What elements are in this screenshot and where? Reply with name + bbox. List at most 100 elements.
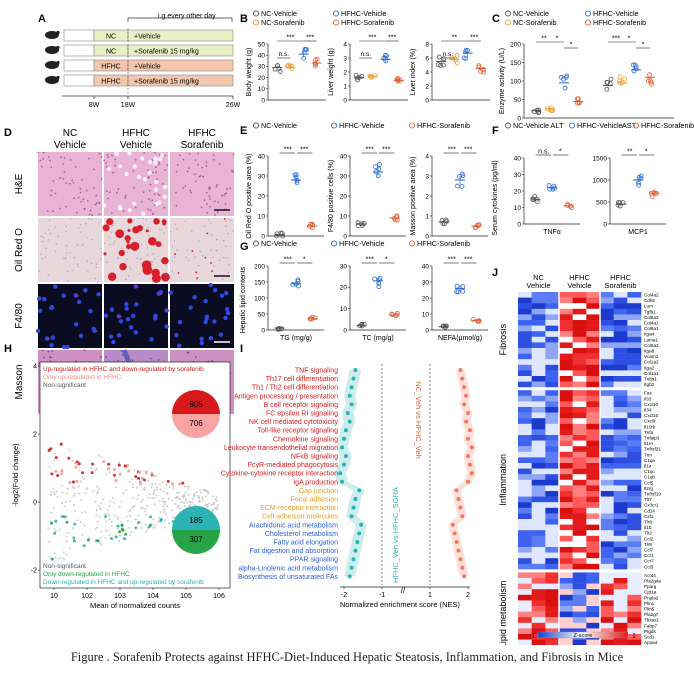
nucleus bbox=[100, 247, 102, 250]
data-point bbox=[435, 62, 441, 68]
heatmap-cell bbox=[518, 451, 532, 458]
nes-point-left bbox=[340, 479, 345, 484]
data-point bbox=[440, 323, 446, 329]
lipid-droplet bbox=[206, 232, 209, 235]
nucleus bbox=[69, 158, 72, 161]
gene-label: Tlr2 bbox=[644, 531, 652, 536]
heatmap-cell bbox=[572, 331, 587, 337]
nes-point-left bbox=[353, 497, 358, 501]
nucleus bbox=[108, 243, 111, 246]
y-tick-label: 2 bbox=[33, 431, 37, 438]
mouse-icon bbox=[45, 76, 59, 84]
x-axis-label: MCP1 bbox=[628, 229, 648, 236]
nucleus bbox=[63, 257, 65, 259]
heatmap-cell bbox=[559, 359, 573, 365]
gene-point bbox=[206, 503, 209, 506]
data-point bbox=[638, 173, 644, 179]
heatmap-cell bbox=[586, 558, 601, 564]
lipid-vacuole bbox=[153, 187, 159, 193]
heatmap-cell bbox=[572, 524, 587, 531]
pathway-label: Th1 / Th2 cell differentiation bbox=[252, 385, 338, 392]
nucleus bbox=[79, 191, 82, 194]
nucleus bbox=[232, 153, 235, 156]
pathway-label: alpha-Linolenic acid metabolism bbox=[238, 565, 338, 572]
panel-label-h: H bbox=[4, 343, 12, 355]
heatmap-cell bbox=[559, 513, 573, 520]
heatmap-cell bbox=[586, 589, 601, 595]
gene-label: Col6a1 bbox=[644, 326, 659, 331]
heatmap-cell bbox=[559, 572, 573, 579]
nucleus bbox=[152, 171, 155, 174]
nes-point-left bbox=[349, 514, 354, 519]
nucleus bbox=[79, 231, 82, 233]
y-axis-label: Liver weight (g) bbox=[328, 48, 335, 96]
down-venn-top bbox=[172, 506, 220, 530]
gene-label: Itga8 bbox=[644, 349, 655, 354]
heatmap-cell bbox=[613, 552, 628, 559]
gene-point bbox=[118, 540, 121, 543]
sig-label: * bbox=[303, 257, 306, 264]
heatmap-cell bbox=[586, 552, 601, 559]
gene-point bbox=[114, 486, 117, 489]
data-point bbox=[476, 63, 482, 69]
heatmap-cell bbox=[531, 639, 546, 645]
heatmap-cell bbox=[545, 429, 560, 436]
nucleus bbox=[107, 156, 110, 158]
nucleus bbox=[133, 186, 135, 189]
heatmap-cell bbox=[531, 535, 546, 542]
gene-label: Lama1 bbox=[644, 337, 658, 342]
heatmap-cell bbox=[600, 617, 614, 623]
nucleus bbox=[77, 227, 80, 229]
gene-label: Col4a1 bbox=[644, 321, 659, 326]
gene-point bbox=[61, 502, 64, 505]
nucleus bbox=[83, 207, 86, 210]
nucleus bbox=[49, 356, 52, 359]
heatmap-cell bbox=[572, 474, 587, 480]
gene-point bbox=[214, 498, 217, 501]
gene-point bbox=[72, 538, 75, 541]
gene-point bbox=[49, 447, 53, 451]
heatmap-cell bbox=[600, 578, 614, 584]
data-point bbox=[302, 47, 308, 52]
nucleus bbox=[68, 182, 71, 185]
gene-point bbox=[54, 530, 57, 533]
lipid-droplet bbox=[102, 224, 110, 232]
nucleus bbox=[38, 270, 40, 272]
y-tick-label: 4 bbox=[343, 41, 347, 48]
legend-entry: HFHC-Vehicle bbox=[568, 121, 623, 130]
heatmap-cell bbox=[627, 589, 642, 595]
nucleus bbox=[211, 269, 214, 272]
sig-label: *** bbox=[382, 147, 390, 154]
gene-point bbox=[107, 467, 111, 471]
nes-point-left bbox=[347, 419, 352, 424]
nucleus bbox=[38, 362, 41, 365]
histology-column-title: HFHC bbox=[188, 128, 216, 139]
heatmap-cell bbox=[531, 297, 546, 304]
heatmap-cell bbox=[613, 524, 628, 531]
gene-point bbox=[137, 521, 141, 525]
heatmap-cell bbox=[613, 606, 628, 612]
gene-point bbox=[148, 492, 151, 495]
heatmap-cell bbox=[586, 479, 601, 486]
heatmap-cell bbox=[613, 578, 628, 584]
gene-point bbox=[50, 521, 54, 525]
data-point bbox=[274, 231, 280, 237]
nucleus bbox=[212, 287, 218, 293]
nucleus bbox=[158, 161, 161, 164]
heatmap-cell bbox=[600, 297, 614, 304]
heatmap-cell bbox=[572, 390, 587, 396]
lipid-droplet bbox=[127, 218, 133, 224]
data-point bbox=[561, 76, 566, 82]
heatmap-cell bbox=[600, 457, 614, 464]
heatmap-cell bbox=[572, 468, 587, 475]
heatmap-cell bbox=[627, 451, 642, 458]
nucleus bbox=[158, 289, 163, 295]
nucleus bbox=[171, 260, 174, 262]
nucleus bbox=[212, 256, 214, 259]
gene-point bbox=[96, 526, 99, 529]
sig-label: *** bbox=[612, 36, 620, 43]
heatmap-cell bbox=[572, 342, 587, 349]
heatmap-column-subtitle: Sorafenib bbox=[604, 281, 636, 290]
gene-point bbox=[152, 523, 155, 526]
